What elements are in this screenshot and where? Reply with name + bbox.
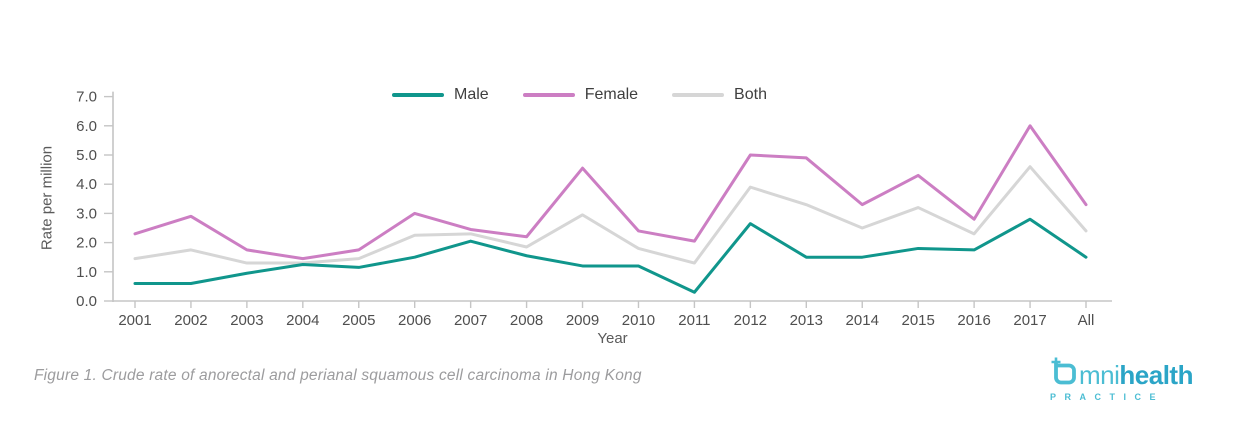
y-tick-label: 3.0: [76, 205, 97, 222]
x-tick-label: 2013: [790, 312, 823, 329]
series-line-both: [133, 165, 1088, 265]
legend-item-both: Both: [672, 87, 767, 103]
legend-swatch-both-line: [672, 93, 725, 97]
logo-text-mni: mni: [1079, 360, 1120, 390]
x-tick-label: 2005: [342, 312, 375, 329]
logo-text-health: health: [1119, 360, 1193, 390]
y-tick-label: 4.0: [76, 176, 97, 193]
omnihealth-logo-wordmark: mni health: [1048, 356, 1193, 388]
x-tick-label: 2009: [566, 312, 599, 329]
omnihealth-logo: mni health PRACTICE: [1048, 356, 1193, 402]
x-tick-label: 2014: [846, 312, 879, 329]
y-tick-label: 2.0: [76, 235, 97, 252]
x-tick-label: 2006: [398, 312, 431, 329]
logo-text-practice: PRACTICE: [1050, 392, 1165, 402]
x-tick-label: 2017: [1013, 312, 1046, 329]
x-tick-label: 2004: [286, 312, 319, 329]
x-tick-label: 2002: [174, 312, 207, 329]
legend-swatch-male-line: [392, 93, 444, 97]
figure-caption: Figure 1. Crude rate of anorectal and pe…: [34, 367, 642, 384]
x-tick-label: 2016: [957, 312, 990, 329]
y-tick-label: 1.0: [76, 264, 97, 281]
legend-swatch-female-line: [522, 93, 575, 97]
x-tick-label: All: [1078, 312, 1095, 329]
x-axis-title: Year: [597, 330, 628, 347]
x-tick-label: 2007: [454, 312, 487, 329]
x-tick-label: 2011: [678, 312, 710, 329]
legend-item-male: Male: [392, 87, 489, 103]
y-tick-label: 6.0: [76, 118, 97, 135]
x-tick-label: 2012: [734, 312, 767, 329]
chart-legend: Male Female Both: [392, 87, 767, 103]
legend-item-female: Female: [522, 86, 639, 103]
legend-label-male: Male: [454, 86, 489, 103]
x-tick-label: 2003: [230, 312, 263, 329]
x-tick-label: 2015: [901, 312, 934, 329]
legend-label-female: Female: [584, 86, 639, 103]
y-tick-label: 7.0: [76, 89, 97, 106]
series-line-male: [133, 217, 1088, 294]
plot-area: 0.0 1.0 2.0 3.0 4.0 5.0 6.0 7.0 2001 2002 2003 2004…: [76, 89, 1112, 329]
x-tick-label: 2008: [510, 312, 543, 329]
y-tick-label: 5.0: [76, 147, 97, 164]
x-tick-label: 2001: [118, 312, 151, 329]
x-tick-label: 2010: [622, 312, 655, 329]
y-axis-title: Rate per million: [38, 145, 56, 251]
legend-label-both: Both: [734, 86, 767, 103]
y-tick-label: 0.0: [76, 293, 97, 310]
series-line-female: [133, 124, 1088, 261]
omnihealth-glyph-icon: [1051, 357, 1076, 385]
